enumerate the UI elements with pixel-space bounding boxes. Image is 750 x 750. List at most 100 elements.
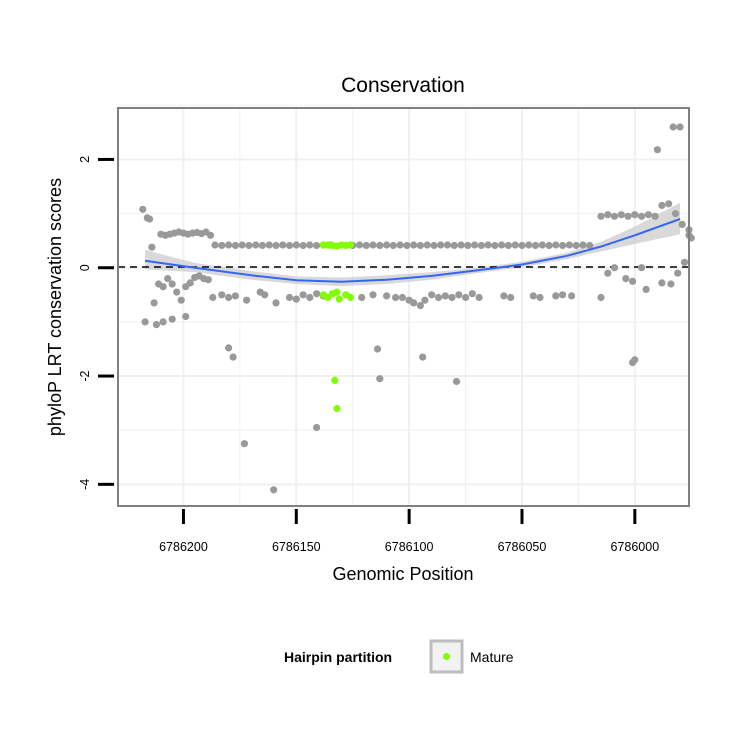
score-point [579,241,587,249]
smooth-trend-line [144,218,681,283]
score-point [434,293,443,302]
score-point [396,241,404,249]
score-point [448,293,456,302]
score-point [586,241,594,250]
score-point [218,241,226,250]
score-point [568,292,576,300]
score-point [622,275,630,283]
score-point [457,241,465,249]
score-point [146,215,154,223]
score-point [410,299,418,307]
score-point [292,295,300,303]
score-point [676,123,684,131]
mature-point [346,241,355,249]
score-point [141,318,149,326]
score-point [631,211,639,219]
plot-border [117,107,690,507]
score-point [168,280,176,288]
legend-key-mature [442,652,451,661]
score-point [225,293,233,302]
score-point [240,440,248,448]
x-tick-label: 6786050 [498,540,547,554]
y-tick-label: 0 [78,264,92,271]
score-point [206,231,215,239]
score-point [186,279,194,287]
score-point [152,321,160,329]
score-point [644,211,653,219]
score-point [139,205,147,213]
score-point [238,241,246,249]
score-point [150,299,158,307]
score-point [597,212,605,220]
legend-title: Hairpin partition [284,649,392,665]
score-point [168,315,176,323]
score-point [450,241,458,250]
score-point [245,241,253,250]
score-point [484,241,492,249]
score-point [279,241,287,249]
score-point [464,241,472,250]
score-point [258,241,266,250]
score-point [306,293,314,302]
x-tick-label: 6786200 [159,540,208,554]
score-point [468,290,476,298]
score-point [674,269,682,277]
score-point [299,241,307,250]
score-point [491,241,499,250]
score-point [536,293,544,302]
score-point [416,241,424,250]
y-axis: 2 0 -2 -4 [78,156,114,490]
score-point [525,241,533,249]
score-point [285,241,294,250]
score-point [629,277,637,285]
y-axis-label: phyloP LRT conservation scores [45,178,65,436]
score-point [610,212,619,220]
score-point [665,200,673,208]
score-point [565,241,574,249]
score-point [272,241,280,250]
mature-point [331,376,339,384]
score-point [218,291,226,299]
score-point [559,241,567,250]
score-point [441,292,449,300]
smooth-line [144,218,681,283]
score-point [272,299,280,307]
y-tick-label: 2 [78,156,92,163]
score-point [678,220,686,228]
score-point [443,241,452,249]
x-axis: 6786200 6786150 6786100 6786050 6786000 [159,509,659,554]
score-point [410,241,418,249]
legend: Hairpin partition Mature [284,639,514,674]
score-point [680,258,689,266]
score-point [538,241,546,249]
score-point [617,211,625,219]
x-tick-label: 6786000 [610,540,659,554]
score-point [671,210,680,218]
score-point [229,353,237,361]
score-point [507,293,515,302]
score-point [285,293,294,302]
mature-point [335,295,343,303]
score-point [419,353,427,361]
score-point [398,293,406,302]
x-tick-label: 6786100 [385,540,434,554]
score-point [667,280,675,288]
score-point [504,241,512,250]
score-point [209,293,217,302]
score-point [261,291,269,299]
score-point [306,241,314,249]
score-point [313,290,321,298]
score-point [243,296,251,304]
chart-title: Conservation [341,74,465,97]
x-axis-label: Genomic Position [332,564,473,584]
mature-point [346,293,355,302]
score-point [292,241,300,249]
score-point [610,264,619,272]
score-point [475,293,483,302]
mature-point [333,404,341,413]
score-point [416,302,424,310]
score-point [270,486,278,494]
score-point [653,146,662,154]
score-point [313,241,321,250]
score-point [651,212,659,220]
